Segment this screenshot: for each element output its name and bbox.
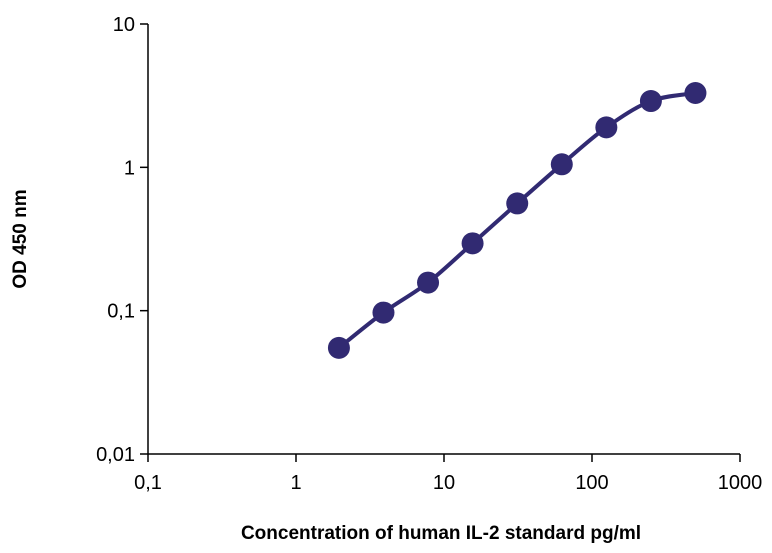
x-tick-label: 10	[433, 472, 455, 494]
data-point	[461, 232, 484, 255]
data-point	[417, 271, 440, 294]
data-point	[684, 82, 707, 105]
y-tick-label: 1	[124, 157, 135, 179]
axes	[147, 24, 740, 455]
x-tick-label: 100	[575, 472, 608, 494]
series	[327, 82, 707, 359]
x-tick-label: 1	[290, 472, 301, 494]
data-point	[506, 192, 529, 215]
x-axis-title: Concentration of human IL-2 standard pg/…	[241, 523, 641, 544]
data-point	[639, 90, 662, 113]
y-axis-title: OD 450 nm	[10, 189, 31, 288]
data-point	[550, 153, 573, 176]
x-tick-label: 0,1	[134, 472, 162, 494]
ticks: 0,1 1 10 100 1000 0,01 0,1 1 10	[96, 14, 762, 494]
y-tick-label: 0,01	[96, 444, 135, 466]
y-tick-label: 0,1	[107, 301, 135, 323]
y-tick-label: 10	[113, 14, 135, 36]
x-tick-label: 1000	[718, 472, 763, 494]
data-point	[327, 336, 350, 359]
data-point	[372, 301, 395, 324]
data-point	[595, 116, 618, 139]
